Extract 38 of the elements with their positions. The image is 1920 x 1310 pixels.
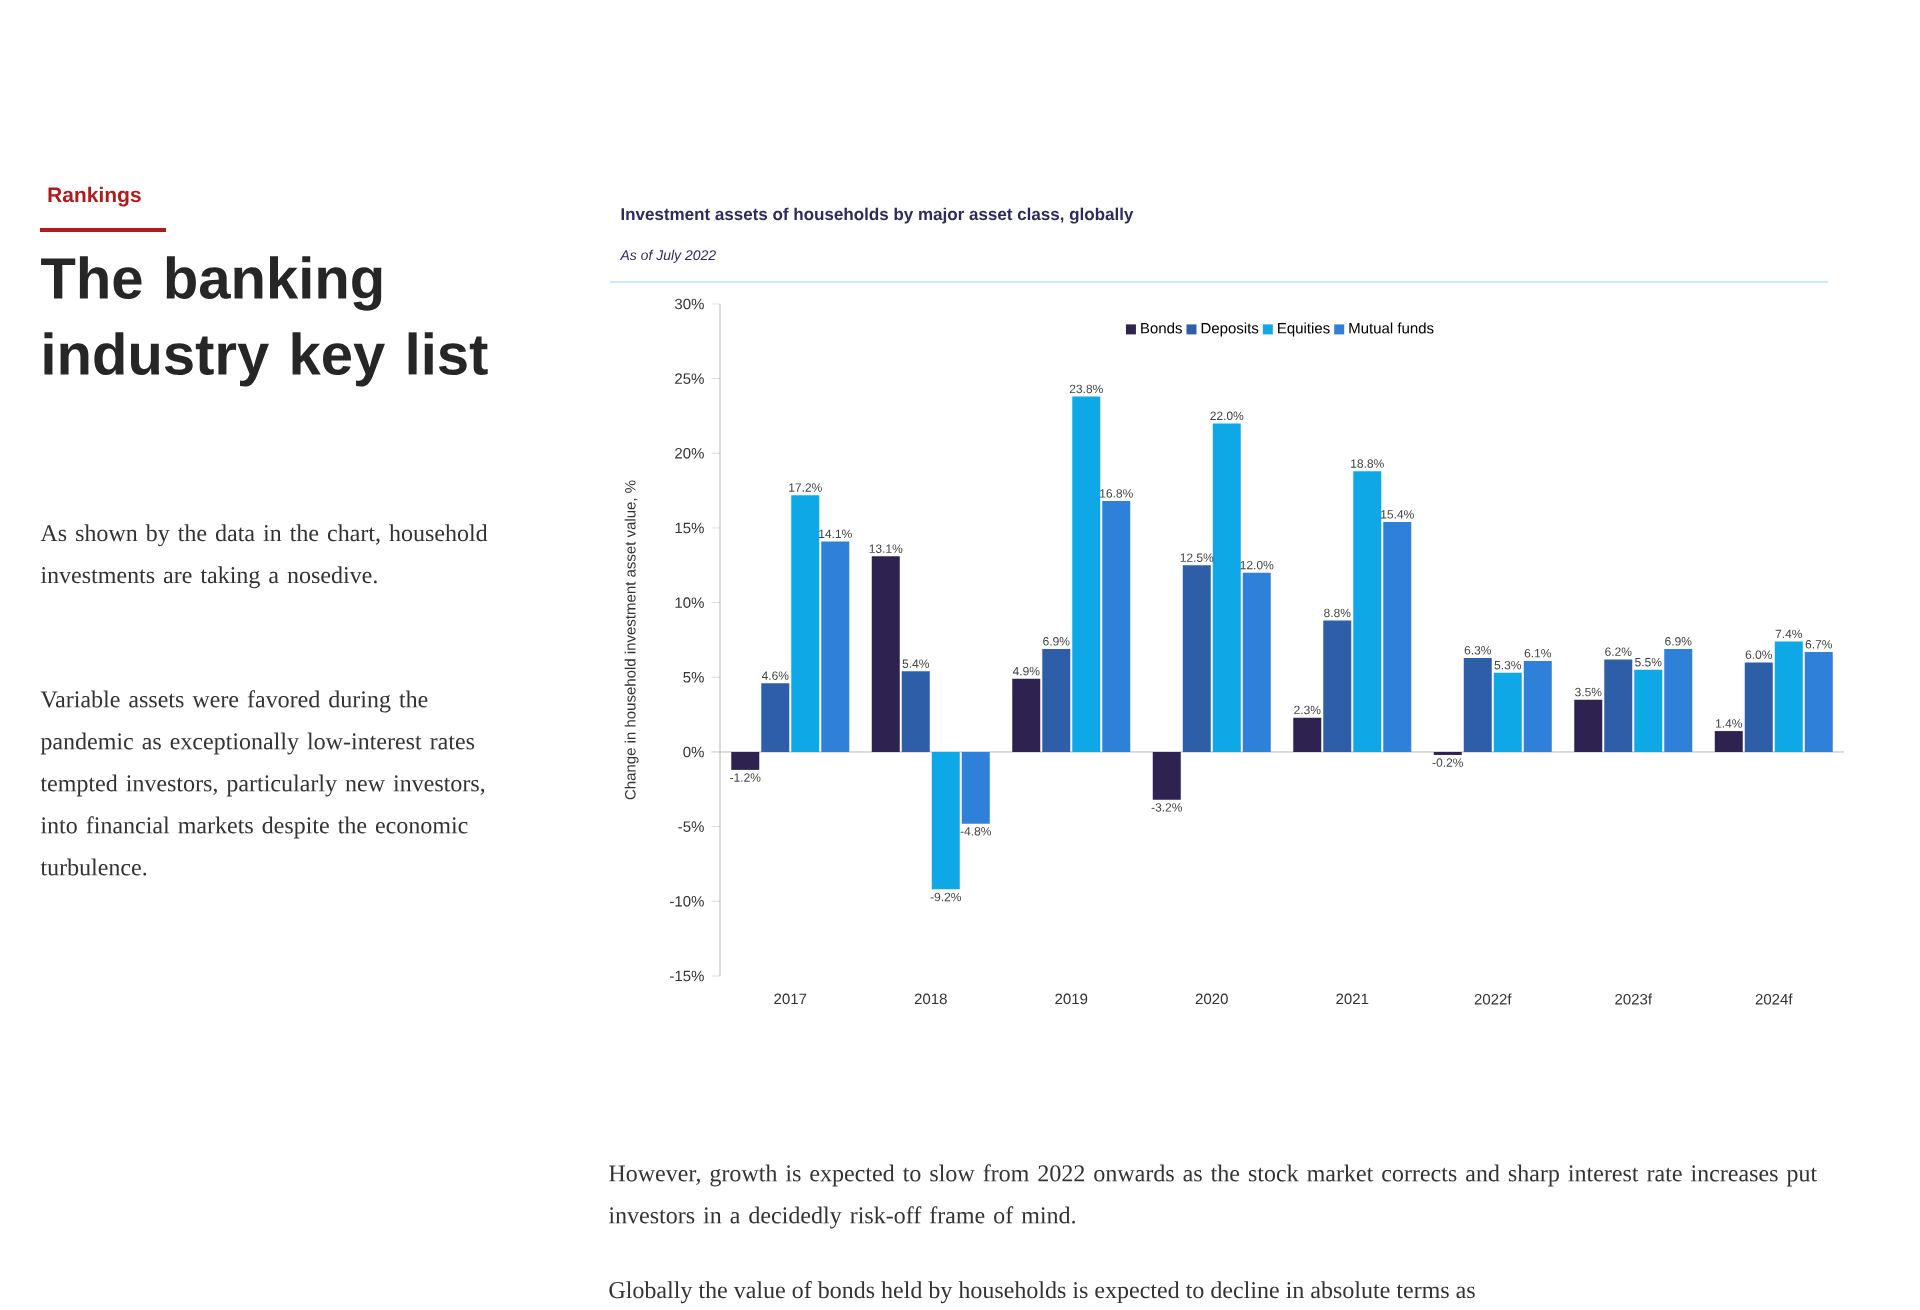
text: However, growth is expected to slow from 2022 onwards as the stock market corrects and sharp interest rate increases put investors in a decidedly risk-off frame of mind. xyxy=(608,1164,1817,1229)
bar xyxy=(791,495,820,752)
bar xyxy=(1523,660,1552,752)
bar xyxy=(1323,620,1352,752)
bar xyxy=(901,671,930,752)
bar xyxy=(1182,565,1211,752)
bar xyxy=(1152,751,1181,800)
bar xyxy=(1774,641,1803,752)
bar xyxy=(1042,648,1071,752)
bar xyxy=(1463,657,1492,752)
bar xyxy=(1744,662,1773,752)
bar xyxy=(1012,678,1041,752)
bar xyxy=(1383,522,1412,752)
bar xyxy=(1664,648,1693,752)
text: Globally the value of bonds held by households is expected to decline in absolute terms as xyxy=(609,1281,1475,1304)
text: Variable assets were favored during the pandemic as exceptionally low-interest rates tempted investors, particularly new investors, into financial markets despite the economic turbulence. xyxy=(40,690,485,876)
bar xyxy=(1604,659,1633,752)
chart-title: Investment assets of households by major asset class, globally xyxy=(621,207,1134,224)
bar xyxy=(1634,669,1663,752)
bar xyxy=(1353,471,1382,752)
bar xyxy=(761,683,790,752)
bar xyxy=(1293,717,1322,752)
bar xyxy=(1212,423,1241,752)
text: The banking industry key list xyxy=(41,256,488,387)
bar xyxy=(1102,501,1131,752)
bar xyxy=(1072,396,1101,752)
bar xyxy=(821,541,850,752)
bar xyxy=(1804,651,1833,752)
bar xyxy=(931,751,960,890)
bar xyxy=(1574,699,1603,752)
bar xyxy=(731,751,760,770)
bar xyxy=(871,556,900,752)
text: Rankings xyxy=(48,186,141,207)
text: As shown by the data in the chart, household investments are taking a nosedive. xyxy=(40,524,488,589)
bar xyxy=(1493,672,1522,752)
bar xyxy=(961,751,990,824)
bar xyxy=(1714,731,1743,752)
bar xyxy=(1242,572,1271,752)
